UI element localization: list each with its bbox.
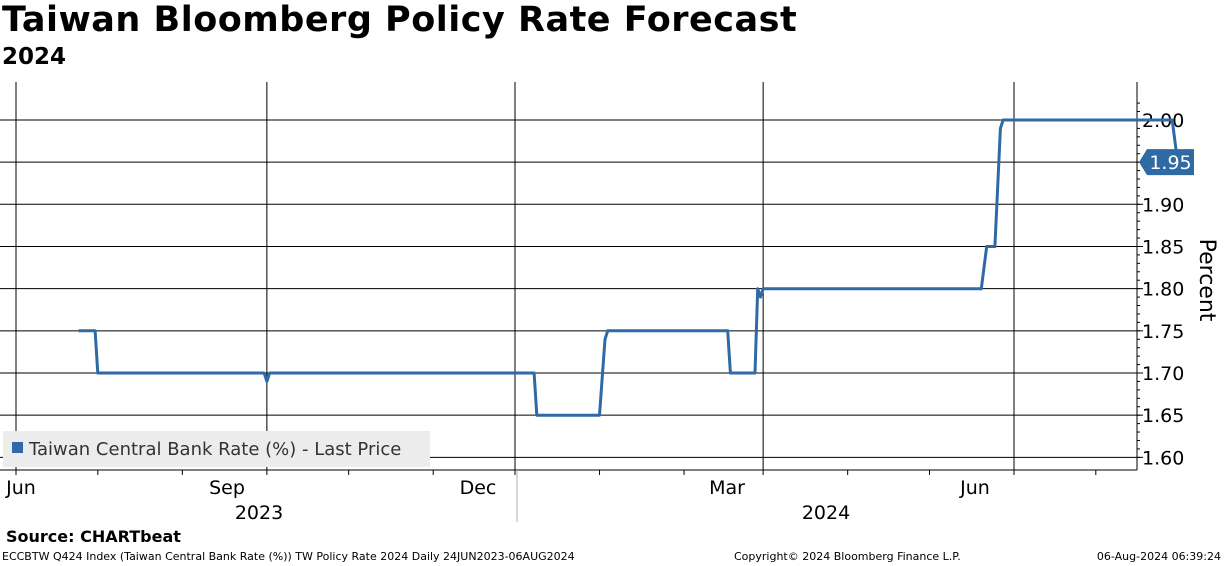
- x-year-label: 2024: [802, 502, 850, 524]
- last-value-label: 1.95: [1139, 149, 1194, 176]
- x-tick-label: Jun: [959, 477, 990, 499]
- y-tick-label: 1.75: [1142, 321, 1184, 343]
- footer-copyright: Copyright© 2024 Bloomberg Finance L.P.: [734, 550, 961, 563]
- vertical-gridlines: [15, 82, 1015, 470]
- legend: Taiwan Central Bank Rate (%) - Last Pric…: [3, 431, 430, 467]
- x-tick-label: Dec: [460, 477, 497, 499]
- y-axis-label: Percent: [1194, 239, 1219, 322]
- chart-title: Taiwan Bloomberg Policy Rate Forecast: [2, 0, 798, 40]
- chart-subtitle: 2024: [2, 44, 67, 70]
- x-tick-label: Jun: [5, 477, 36, 499]
- x-year-label: 2023: [235, 502, 283, 524]
- y-tick-label: 1.85: [1142, 236, 1184, 258]
- footer-timestamp: 06-Aug-2024 06:39:24: [1096, 550, 1221, 563]
- x-axis-ticks: Jun Sep Dec Mar Jun 2023 2024: [5, 470, 1097, 524]
- y-tick-label: 1.60: [1142, 447, 1184, 469]
- legend-label: Taiwan Central Bank Rate (%) - Last Pric…: [28, 439, 401, 460]
- source-note: Source: CHARTbeat: [6, 527, 181, 546]
- y-tick-label: 1.70: [1142, 363, 1184, 385]
- footer-description: ECCBTW Q424 Index (Taiwan Central Bank R…: [2, 550, 575, 563]
- x-tick-label: Mar: [709, 477, 745, 499]
- legend-box: [3, 431, 430, 467]
- y-tick-label: 1.65: [1142, 405, 1184, 427]
- series-line-taiwan-central-bank-rate: [78, 118, 1184, 417]
- last-value-badge: [1139, 149, 1194, 176]
- last-value-text: 1.95: [1149, 152, 1191, 174]
- y-tick-label: 1.90: [1142, 194, 1184, 216]
- x-tick-label: Sep: [209, 477, 245, 499]
- horizontal-gridlines: [0, 119, 1137, 458]
- legend-swatch: [12, 442, 23, 453]
- y-tick-label: 1.80: [1142, 279, 1184, 301]
